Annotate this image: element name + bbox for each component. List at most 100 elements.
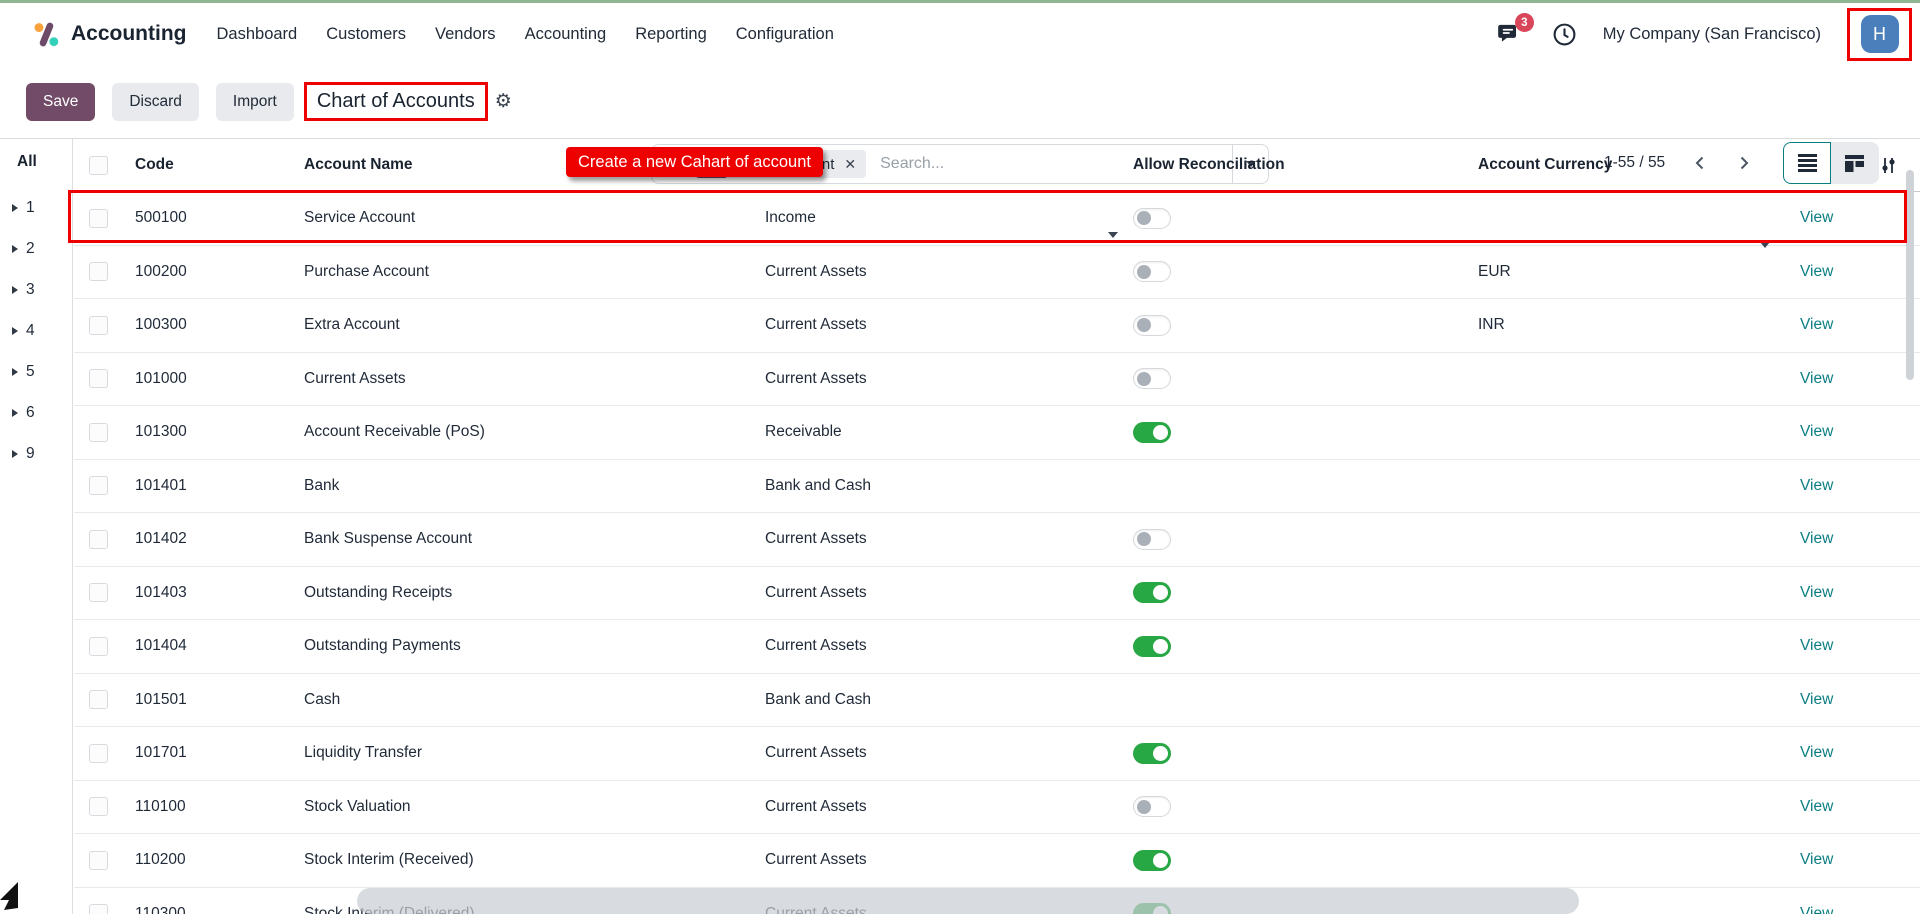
sidebar-group-item[interactable]: 5 — [0, 351, 72, 392]
app-brand[interactable]: Accounting — [33, 21, 187, 48]
reconcile-toggle[interactable] — [1133, 796, 1171, 818]
view-button[interactable]: View — [1800, 744, 1834, 762]
sidebar-group-item[interactable]: 2 — [0, 228, 72, 269]
sidebar-group-item[interactable]: 4 — [0, 310, 72, 351]
sidebar-group-item[interactable]: 1 — [0, 187, 72, 228]
save-button[interactable]: Save — [26, 82, 96, 121]
account-type[interactable]: Income — [765, 209, 816, 227]
reconcile-toggle[interactable] — [1133, 368, 1171, 390]
sidebar-group-item[interactable]: 6 — [0, 392, 72, 433]
account-type[interactable]: Current Assets — [765, 262, 867, 280]
sidebar-item-all[interactable]: All — [17, 153, 37, 170]
row-checkbox[interactable] — [89, 262, 108, 282]
reconcile-toggle[interactable] — [1133, 849, 1171, 871]
account-code[interactable]: 100300 — [135, 316, 187, 334]
view-button[interactable]: View — [1800, 637, 1834, 655]
row-checkbox[interactable] — [89, 422, 108, 442]
account-currency[interactable]: INR — [1478, 316, 1505, 334]
view-button[interactable]: View — [1800, 851, 1834, 869]
reconcile-toggle[interactable] — [1133, 582, 1171, 604]
account-code[interactable]: 110200 — [135, 851, 186, 869]
view-button[interactable]: View — [1800, 530, 1834, 548]
account-name[interactable]: Stock Valuation — [304, 797, 411, 815]
messages-button[interactable]: 3 — [1496, 13, 1534, 48]
view-button[interactable]: View — [1800, 797, 1834, 815]
row-checkbox[interactable] — [89, 315, 108, 335]
horizontal-scrollbar-thumb[interactable] — [357, 888, 1579, 914]
expand-triangle-icon[interactable] — [12, 203, 18, 212]
account-type[interactable]: Bank and Cash — [765, 476, 871, 494]
vertical-scrollbar-thumb[interactable] — [1906, 170, 1914, 380]
account-type[interactable]: Current Assets — [765, 530, 867, 548]
account-type[interactable]: Bank and Cash — [765, 690, 871, 708]
account-code[interactable]: 101402 — [135, 530, 187, 548]
account-type[interactable]: Current Assets — [765, 369, 867, 387]
expand-triangle-icon[interactable] — [12, 408, 18, 417]
view-button[interactable]: View — [1800, 423, 1834, 441]
main-menu-item[interactable]: Vendors — [435, 24, 496, 43]
account-code[interactable]: 101300 — [135, 423, 187, 441]
account-type[interactable]: Current Assets — [765, 583, 867, 601]
activities-button[interactable] — [1552, 22, 1577, 47]
account-code[interactable]: 101501 — [135, 690, 187, 708]
select-all-checkbox[interactable] — [89, 155, 108, 175]
view-button[interactable]: View — [1800, 209, 1834, 227]
account-code[interactable]: 101401 — [135, 476, 187, 494]
search-input[interactable] — [880, 155, 1121, 173]
account-name[interactable]: Liquidity Transfer — [304, 744, 423, 762]
row-checkbox[interactable] — [89, 208, 108, 228]
reconcile-toggle[interactable] — [1133, 742, 1171, 764]
kanban-view-button[interactable] — [1831, 142, 1880, 184]
account-code[interactable]: 500100 — [135, 209, 187, 227]
view-button[interactable]: View — [1800, 690, 1834, 708]
row-checkbox[interactable] — [89, 904, 108, 914]
account-name[interactable]: Extra Account — [304, 316, 400, 334]
row-checkbox[interactable] — [89, 369, 108, 389]
account-type[interactable]: Current Assets — [765, 637, 867, 655]
row-checkbox[interactable] — [89, 797, 108, 817]
account-code[interactable]: 101000 — [135, 369, 187, 387]
gear-icon[interactable]: ⚙ — [494, 91, 512, 112]
list-view-button[interactable] — [1783, 142, 1832, 184]
main-menu-item[interactable]: Dashboard — [216, 24, 298, 43]
account-name[interactable]: Cash — [304, 690, 341, 708]
currency-dropdown-caret[interactable] — [1760, 242, 1770, 249]
account-type[interactable]: Current Assets — [765, 851, 867, 869]
expand-triangle-icon[interactable] — [12, 449, 18, 458]
header-allow-reconciliation[interactable]: Allow Reconciliation — [1133, 156, 1285, 173]
filter-chip-close-icon[interactable]: ✕ — [844, 155, 857, 172]
reconcile-toggle[interactable] — [1133, 528, 1171, 550]
header-account-name[interactable]: Account Name — [304, 156, 413, 173]
optional-columns-button[interactable] — [1879, 156, 1898, 175]
sidebar-group-item[interactable]: 9 — [0, 433, 72, 474]
type-dropdown-caret[interactable] — [1108, 231, 1118, 238]
account-name[interactable]: Current Assets — [304, 369, 406, 387]
account-type[interactable]: Current Assets — [765, 744, 867, 762]
company-switcher[interactable]: My Company (San Francisco) — [1602, 24, 1821, 43]
reconcile-toggle[interactable] — [1133, 635, 1171, 657]
account-type[interactable]: Receivable — [765, 423, 842, 441]
account-name[interactable]: Outstanding Receipts — [304, 583, 453, 601]
pager-previous-button[interactable] — [1691, 154, 1709, 172]
expand-triangle-icon[interactable] — [12, 285, 18, 294]
view-button[interactable]: View — [1800, 904, 1834, 914]
account-code[interactable]: 110100 — [135, 797, 186, 815]
view-button[interactable]: View — [1800, 583, 1834, 601]
account-code[interactable]: 110300 — [135, 904, 186, 914]
row-checkbox[interactable] — [89, 690, 108, 710]
import-button[interactable]: Import — [215, 82, 294, 121]
view-button[interactable]: View — [1800, 369, 1834, 387]
account-name[interactable]: Purchase Account — [304, 262, 429, 280]
search-options-toggle[interactable] — [1232, 145, 1268, 183]
reconcile-toggle[interactable] — [1133, 421, 1171, 443]
main-menu-item[interactable]: Customers — [326, 24, 407, 43]
reconcile-toggle[interactable] — [1133, 261, 1171, 283]
account-code[interactable]: 101403 — [135, 583, 187, 601]
header-account-currency[interactable]: Account Currency — [1478, 156, 1613, 173]
account-code[interactable]: 101404 — [135, 637, 187, 655]
account-type[interactable]: Current Assets — [765, 316, 867, 334]
view-button[interactable]: View — [1800, 262, 1834, 280]
row-checkbox[interactable] — [89, 583, 108, 603]
account-name[interactable]: Service Account — [304, 209, 416, 227]
main-menu-item[interactable]: Configuration — [735, 24, 834, 43]
